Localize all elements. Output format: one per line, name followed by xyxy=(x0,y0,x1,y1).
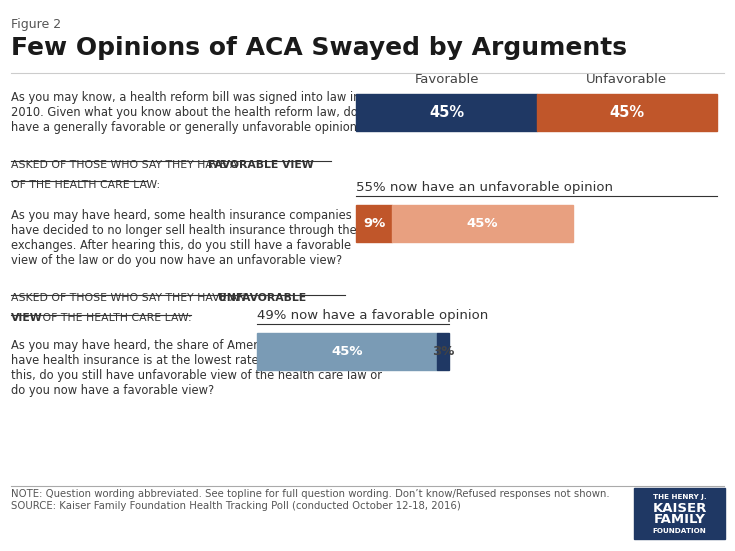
Text: NOTE: Question wording abbreviated. See topline for full question wording. Don’t: NOTE: Question wording abbreviated. See … xyxy=(11,489,609,511)
Text: As you may have heard, the share of Americans who do not
have health insurance i: As you may have heard, the share of Amer… xyxy=(11,339,382,397)
Text: 49% now have a favorable opinion: 49% now have a favorable opinion xyxy=(257,309,489,322)
Text: FAVORABLE VIEW: FAVORABLE VIEW xyxy=(208,160,314,170)
Text: 9%: 9% xyxy=(363,217,386,230)
Text: KAISER: KAISER xyxy=(653,502,706,515)
Bar xyxy=(392,205,573,242)
Text: Unfavorable: Unfavorable xyxy=(586,73,667,87)
Text: VIEW: VIEW xyxy=(11,313,43,323)
Text: 3%: 3% xyxy=(432,345,454,358)
Text: FOUNDATION: FOUNDATION xyxy=(653,528,706,534)
Text: UNFAVORABLE: UNFAVORABLE xyxy=(218,293,306,303)
Text: OF THE HEALTH CARE LAW:: OF THE HEALTH CARE LAW: xyxy=(39,313,192,323)
Text: ASKED OF THOSE WHO SAY THEY HAVE A: ASKED OF THOSE WHO SAY THEY HAVE A xyxy=(11,160,241,170)
Text: 45%: 45% xyxy=(331,345,363,358)
Text: 55% now have an unfavorable opinion: 55% now have an unfavorable opinion xyxy=(356,181,614,194)
Text: THE HENRY J.: THE HENRY J. xyxy=(653,494,706,500)
Text: OF THE HEALTH CARE LAW:: OF THE HEALTH CARE LAW: xyxy=(11,180,160,190)
Text: As you may have heard, some health insurance companies
have decided to no longer: As you may have heard, some health insur… xyxy=(11,209,356,267)
Text: 45%: 45% xyxy=(467,217,498,230)
Bar xyxy=(437,333,449,370)
Text: FAMILY: FAMILY xyxy=(653,513,706,526)
Text: Figure 2: Figure 2 xyxy=(11,18,61,31)
Bar xyxy=(537,94,717,131)
Text: 45%: 45% xyxy=(429,105,464,120)
Text: 45%: 45% xyxy=(609,105,644,120)
Text: As you may know, a health reform bill was signed into law in
2010. Given what yo: As you may know, a health reform bill wa… xyxy=(11,91,390,134)
Bar xyxy=(356,205,392,242)
Bar xyxy=(356,94,537,131)
Text: ASKED OF THOSE WHO SAY THEY HAVE AN: ASKED OF THOSE WHO SAY THEY HAVE AN xyxy=(11,293,249,303)
Text: Few Opinions of ACA Swayed by Arguments: Few Opinions of ACA Swayed by Arguments xyxy=(11,36,627,60)
Bar xyxy=(634,488,725,539)
Bar xyxy=(257,333,437,370)
Text: Favorable: Favorable xyxy=(415,73,478,87)
